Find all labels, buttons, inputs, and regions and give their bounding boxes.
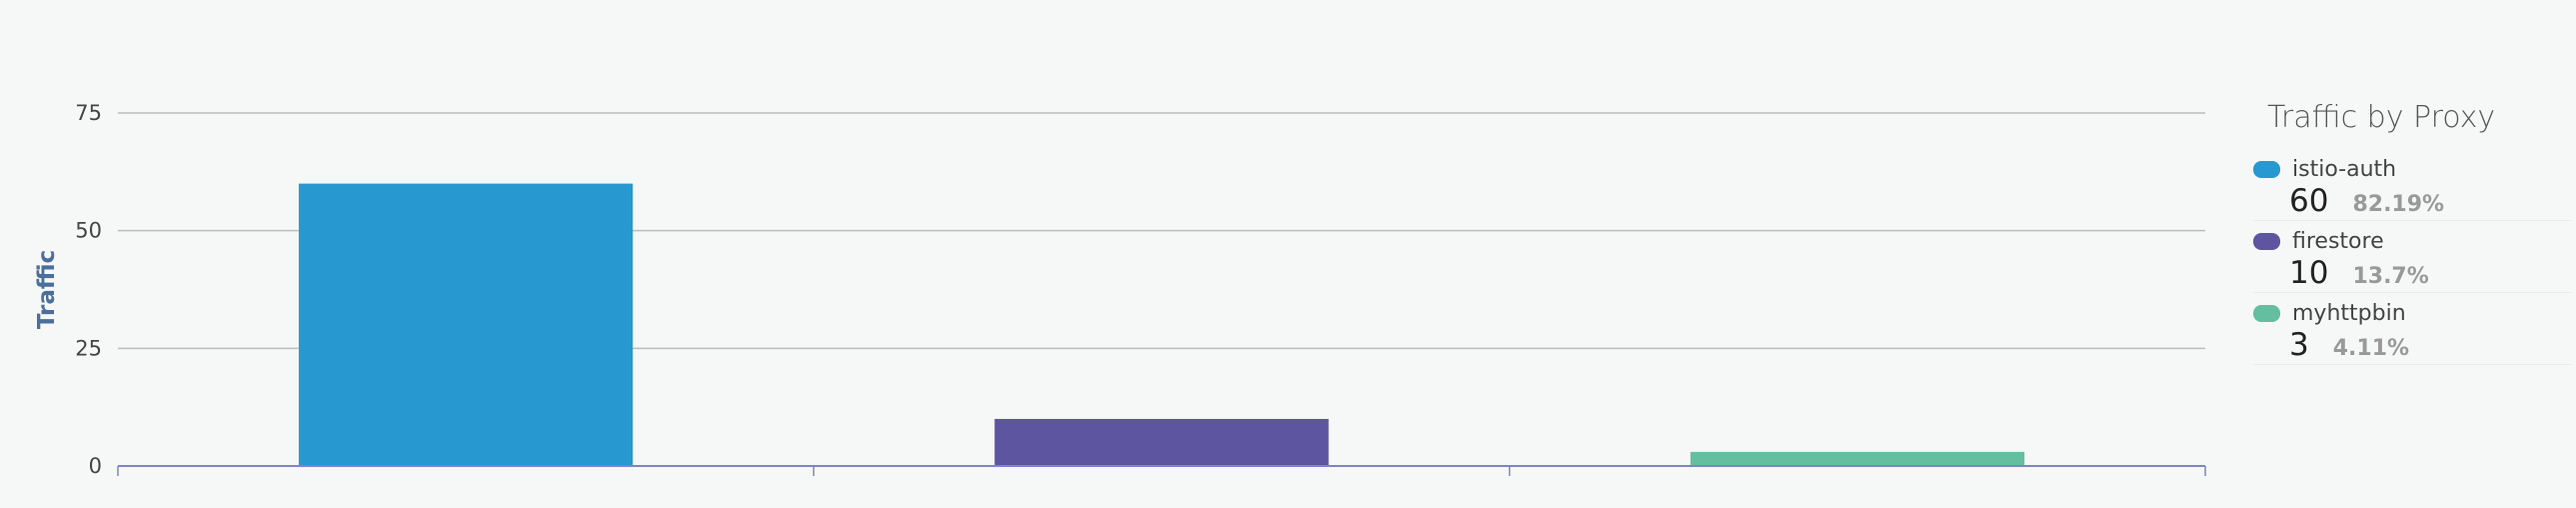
legend-swatch: [2253, 160, 2280, 178]
legend-item-name: istio-auth: [2292, 156, 2397, 182]
legend-item-percent: 13.7%: [2352, 264, 2429, 289]
y-tick-label: 0: [89, 454, 102, 478]
legend-item-istio-auth[interactable]: istio-auth 60 82.19%: [2253, 149, 2571, 221]
chart-canvas: 0 25 50 75 Traffic: [34, 101, 2206, 478]
legend: Traffic by Proxy istio-auth 60 82.19% fi…: [2253, 100, 2571, 365]
y-tick-label: 25: [75, 336, 102, 360]
legend-swatch: [2253, 232, 2280, 250]
legend-item-firestore[interactable]: firestore 10 13.7%: [2253, 221, 2571, 293]
legend-item-value: 60: [2289, 183, 2329, 219]
bar-myhttpbin: [1690, 451, 2024, 465]
bar-istio-auth: [299, 183, 634, 465]
legend-item-percent: 4.11%: [2332, 336, 2410, 361]
legend-item-percent: 82.19%: [2352, 192, 2445, 217]
y-tick-label: 50: [75, 219, 102, 243]
legend-item-name: firestore: [2292, 228, 2384, 254]
bar-chart: 0 25 50 75 Traffic: [34, 101, 2206, 478]
y-axis-title: Traffic: [34, 250, 60, 329]
legend-item-value: 10: [2289, 255, 2329, 291]
legend-item-name: myhttpbin: [2292, 300, 2406, 326]
legend-item-value: 3: [2289, 327, 2309, 363]
legend-swatch: [2253, 304, 2280, 322]
legend-item-myhttpbin[interactable]: myhttpbin 3 4.11%: [2253, 293, 2571, 365]
legend-title: Traffic by Proxy: [2267, 100, 2496, 135]
y-tick-label: 75: [75, 101, 102, 125]
bar-firestore: [994, 418, 1329, 465]
